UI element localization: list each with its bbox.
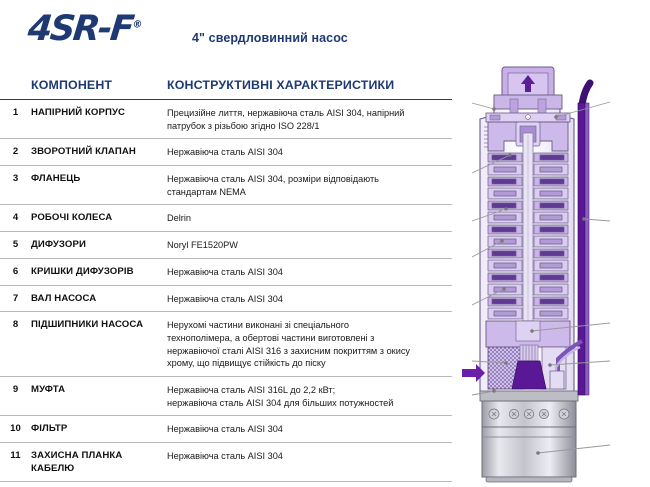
row-component-name: КРИШКИ ДИФУЗОРІВ: [31, 265, 134, 277]
row-description: Прецизійне лиття, нержавіюча сталь AISI …: [167, 106, 452, 132]
description-line: стандартам NEMA: [167, 186, 246, 197]
row-description: Нержавіюча сталь AISI 304: [167, 292, 452, 306]
table-row: 7 ВАЛ НАСОСА Нержавіюча сталь AISI 304: [0, 286, 452, 313]
table-row: 12ДВИГУН 4"4PD = перемотуваний оливонапо…: [0, 482, 452, 487]
row-description: Нерухомі частини виконані зі спеціальног…: [167, 318, 452, 370]
description-line: Нерухомі частини виконані зі спеціальног…: [167, 320, 350, 331]
registered-trademark-icon: ®: [131, 19, 144, 31]
description-line: Noryl FE1520PW: [167, 240, 238, 251]
table-row: 2 ЗВОРОТНИЙ КЛАПАН Нержавіюча сталь AISI 3…: [0, 139, 452, 167]
description-line: патрубок з різьбою згідно ISO 228/1: [167, 120, 320, 131]
row-number: 10: [10, 423, 21, 435]
row-component-name: ЗАХИСНА ПЛАНКА КАБЕЛЮ: [31, 450, 123, 474]
description-line: нержавіючої сталі AISI 316 з захисним по…: [167, 345, 411, 356]
description-line: хрому, що підвищує стійкість до піску: [167, 358, 326, 369]
row-number: 1: [12, 107, 19, 118]
table-row: 10 ФІЛЬТР Нержавіюча сталь AISI 304: [0, 416, 452, 443]
row-number: 6: [12, 265, 19, 277]
description-line: Нержавіюча сталь AISI 304: [167, 424, 283, 435]
row-description: Нержавіюча сталь AISI 304: [167, 265, 452, 279]
row-description: Delrin: [167, 211, 452, 225]
table-header-row: КОМПОНЕНТ КОНСТРУКТИВНІ ХАРАКТЕРИСТИКИ: [0, 78, 452, 100]
table-row: 1 НАПІРНИЙ КОРПУС Прецизійне лиття, нержав…: [0, 100, 452, 140]
row-number: 8: [12, 319, 19, 331]
description-line: Delrin: [167, 213, 191, 224]
row-component-name: НАПІРНИЙ КОРПУС: [31, 107, 126, 118]
row-description: Нержавіюча сталь AISI 304, розміри відпо…: [167, 172, 452, 198]
row-description: Нержавіюча сталь AISI 304: [167, 449, 452, 463]
table-row: 9 МУФТА Нержавіюча сталь AISI 316L до 2,2 …: [0, 377, 452, 417]
row-number: 7: [12, 292, 19, 304]
row-number: 4: [12, 212, 19, 224]
component-spec-table: КОМПОНЕНТ КОНСТРУКТИВНІ ХАРАКТЕРИСТИКИ 1…: [0, 78, 452, 487]
page-subtitle: 4" свердловинний насос: [192, 31, 348, 45]
row-component-name: МУФТА: [31, 383, 66, 395]
row-component-name: ДИФУЗОРИ: [31, 239, 86, 251]
row-component-name: ВАЛ НАСОСА: [31, 292, 97, 304]
table-row: 6 КРИШКИ ДИФУЗОРІВ Нержавіюча сталь AISI 3…: [0, 259, 452, 286]
row-description: Noryl FE1520PW: [167, 238, 452, 252]
description-line: Нержавіюча сталь AISI 304: [167, 451, 283, 461]
table-body: 1 НАПІРНИЙ КОРПУС Прецизійне лиття, нержав…: [0, 100, 452, 487]
row-number: 3: [12, 173, 19, 185]
row-description: Нержавіюча сталь AISI 304: [167, 145, 452, 159]
row-description: Нержавіюча сталь AISI 304: [167, 422, 452, 436]
table-row: 3 ФЛАНЕЦЬ Нержавіюча сталь AISI 304, розмі…: [0, 166, 452, 206]
pump-cutaway-diagram: 1 2 8 11 4 5 6 7 10 9 3 12: [432, 55, 650, 487]
column-header-component: КОМПОНЕНТ: [31, 78, 113, 92]
column-header-description: КОНСТРУКТИВНІ ХАРАКТЕРИСТИКИ: [167, 78, 395, 92]
description-line: Нержавіюча сталь AISI 304: [167, 293, 283, 304]
description-line: Нержавіюча сталь AISI 304, розміри відпо…: [167, 174, 379, 185]
description-line: Нержавіюча сталь AISI 316L до 2,2 кВт;: [167, 384, 336, 395]
description-line: Нержавіюча сталь AISI 304: [167, 147, 283, 158]
table-row: 5 ДИФУЗОРИ Noryl FE1520PW: [0, 232, 452, 259]
row-number: 9: [12, 383, 19, 395]
row-component-name: ФЛАНЕЦЬ: [31, 173, 81, 185]
table-row: 8 ПІДШИПНИКИ НАСОСА Нерухомі частини викон…: [0, 312, 452, 377]
table-row: 11 ЗАХИСНА ПЛАНКА КАБЕЛЮ Нержавіюча сталь …: [0, 443, 452, 483]
row-number: 5: [12, 239, 19, 251]
description-line: технополімера, а обертові частини вигото…: [167, 332, 375, 343]
row-component-name: ПІДШИПНИКИ НАСОСА: [31, 319, 144, 331]
row-number: 11: [10, 450, 21, 461]
description-line: Прецизійне лиття, нержавіюча сталь AISI …: [167, 108, 405, 118]
pump-illustration: [462, 66, 611, 483]
description-line: Нержавіюча сталь AISI 304: [167, 266, 283, 277]
row-component-name: ФІЛЬТР: [31, 423, 68, 435]
brand-logo-text: 4SR-F: [25, 9, 135, 49]
row-number: 2: [12, 146, 19, 158]
brand-logo: 4SR-F®: [25, 9, 144, 49]
row-component-name: РОБОЧІ КОЛЕСА: [31, 212, 113, 224]
table-row: 4 РОБОЧІ КОЛЕСА Delrin: [0, 205, 452, 233]
description-line: нержавіюча сталь AISI 304 для більших по…: [167, 397, 394, 408]
row-component-name: ЗВОРОТНИЙ КЛАПАН: [31, 146, 136, 158]
row-description: Нержавіюча сталь AISI 316L до 2,2 кВт; не…: [167, 383, 452, 409]
